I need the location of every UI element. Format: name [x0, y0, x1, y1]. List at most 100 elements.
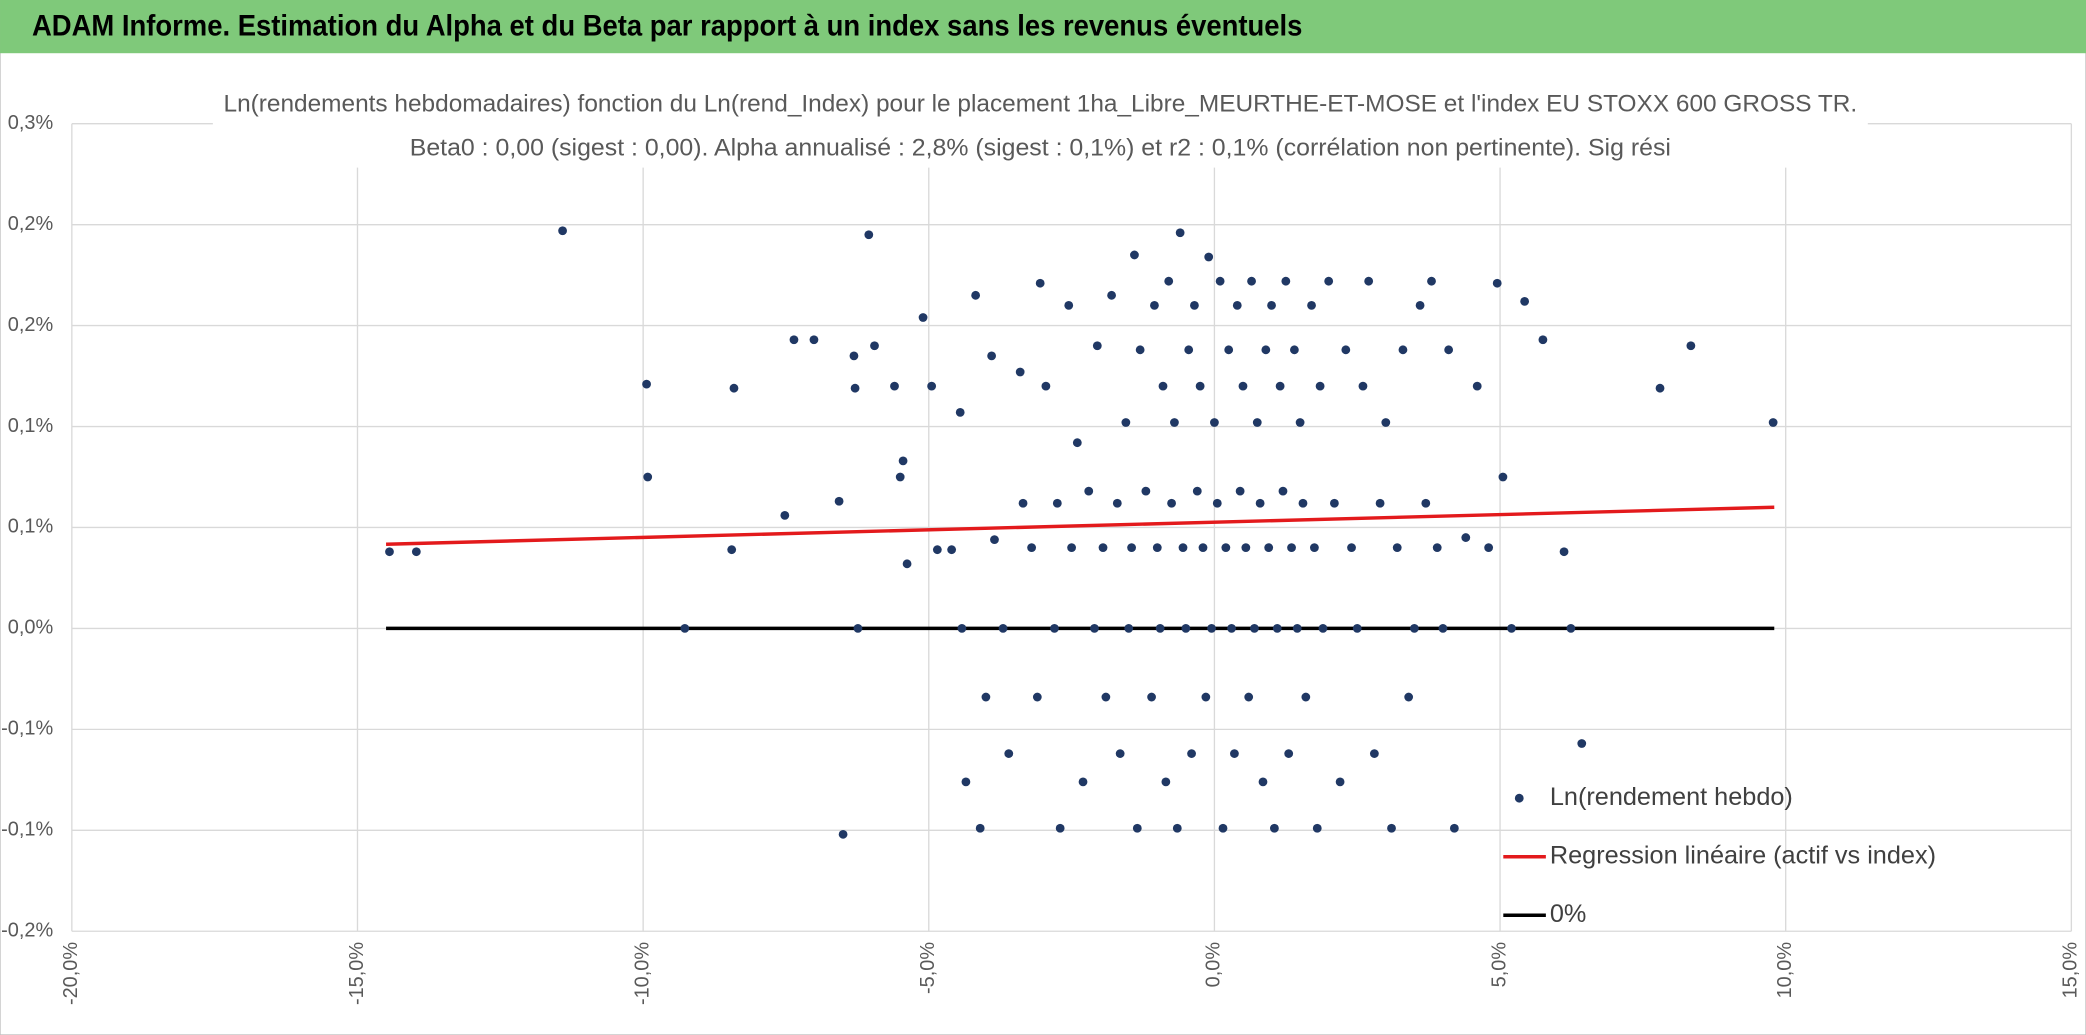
data-point	[1004, 749, 1014, 758]
data-point	[1155, 624, 1165, 633]
data-point	[1307, 301, 1316, 310]
y-tick-label: 0,2%	[8, 213, 54, 235]
data-point	[898, 456, 908, 466]
data-point	[642, 379, 651, 389]
legend-label: Regression linéaire (actif vs index)	[1550, 841, 1936, 869]
data-point	[1315, 381, 1325, 391]
data-point	[727, 545, 737, 555]
data-point	[1141, 486, 1151, 496]
data-point	[971, 290, 981, 300]
data-point	[1212, 498, 1222, 508]
data-point	[1035, 278, 1045, 288]
data-point	[1287, 543, 1296, 553]
y-tick-label: 0,3%	[8, 112, 54, 134]
data-point	[1175, 228, 1185, 238]
data-point	[1238, 381, 1248, 391]
data-point	[1190, 301, 1199, 310]
data-point	[1484, 543, 1494, 553]
data-point	[1121, 418, 1131, 427]
data-point	[1310, 543, 1319, 553]
data-point	[1018, 498, 1028, 508]
data-point	[1052, 498, 1062, 508]
data-point	[1498, 472, 1508, 482]
data-point	[1566, 624, 1576, 633]
data-point	[1341, 345, 1351, 355]
data-point	[838, 829, 848, 839]
data-point	[643, 472, 653, 482]
data-point	[1195, 381, 1205, 391]
data-point	[1312, 823, 1322, 833]
data-point	[1215, 276, 1225, 286]
data-point	[1381, 418, 1391, 427]
data-point	[1298, 498, 1308, 508]
data-point	[789, 335, 799, 345]
data-point	[1686, 341, 1696, 351]
data-point	[1227, 624, 1236, 633]
data-point	[1261, 345, 1271, 355]
data-point	[1421, 498, 1431, 508]
data-point	[1364, 276, 1374, 286]
y-tick-label: -0,1%	[1, 819, 53, 841]
data-point	[1398, 345, 1408, 355]
data-point	[729, 383, 739, 393]
data-point	[890, 381, 899, 391]
data-point	[1768, 418, 1778, 427]
data-point	[1432, 543, 1442, 553]
data-point	[680, 624, 690, 633]
data-point	[1352, 624, 1362, 633]
chart-subtitle: Beta0 : 0,00 (sigest : 0,00). Alpha annu…	[410, 134, 1671, 161]
data-point	[1230, 749, 1239, 758]
data-point	[853, 624, 863, 633]
data-point	[1147, 692, 1156, 702]
data-point	[1559, 547, 1569, 557]
data-point	[1472, 381, 1482, 391]
data-point	[1178, 543, 1188, 553]
data-point	[1064, 301, 1074, 310]
data-point	[1272, 624, 1282, 633]
data-point	[1252, 418, 1262, 427]
data-point	[1221, 543, 1231, 553]
data-point	[1210, 418, 1219, 427]
data-point	[1184, 345, 1194, 355]
data-point	[1072, 438, 1082, 448]
data-point	[411, 547, 421, 557]
data-point	[1078, 777, 1088, 787]
x-tick-label: -5,0%	[917, 942, 939, 994]
data-point	[1507, 624, 1516, 633]
data-point	[1392, 543, 1402, 553]
data-point	[1235, 486, 1245, 496]
data-point	[1275, 381, 1285, 391]
data-point	[1152, 543, 1162, 553]
y-tick-label: 0,0%	[8, 617, 54, 639]
data-point	[975, 823, 985, 833]
data-point	[1041, 381, 1051, 391]
data-point	[1107, 290, 1116, 300]
x-tick-label: -20,0%	[60, 942, 82, 1005]
data-point	[1369, 749, 1379, 758]
data-point	[1150, 301, 1159, 310]
data-point	[1181, 624, 1191, 633]
x-tick-label: 0,0%	[1203, 942, 1225, 988]
legend-marker	[1514, 793, 1524, 803]
data-point	[1112, 498, 1122, 508]
data-point	[1330, 498, 1339, 508]
data-point	[1164, 276, 1174, 286]
data-point	[1301, 692, 1311, 702]
data-point	[1258, 777, 1268, 787]
data-point	[1015, 367, 1025, 377]
data-point	[385, 547, 394, 557]
data-point	[1335, 777, 1345, 787]
data-point	[1449, 823, 1459, 833]
data-point	[1207, 624, 1216, 633]
data-point	[809, 335, 819, 345]
data-point	[1224, 345, 1234, 355]
data-point	[947, 545, 957, 555]
data-point	[1324, 276, 1334, 286]
data-point	[1127, 543, 1136, 553]
y-tick-label: 0,2%	[8, 314, 54, 336]
data-point	[1124, 624, 1134, 633]
data-point	[957, 624, 967, 633]
data-point	[1055, 823, 1065, 833]
x-tick-label: -15,0%	[346, 942, 368, 1005]
